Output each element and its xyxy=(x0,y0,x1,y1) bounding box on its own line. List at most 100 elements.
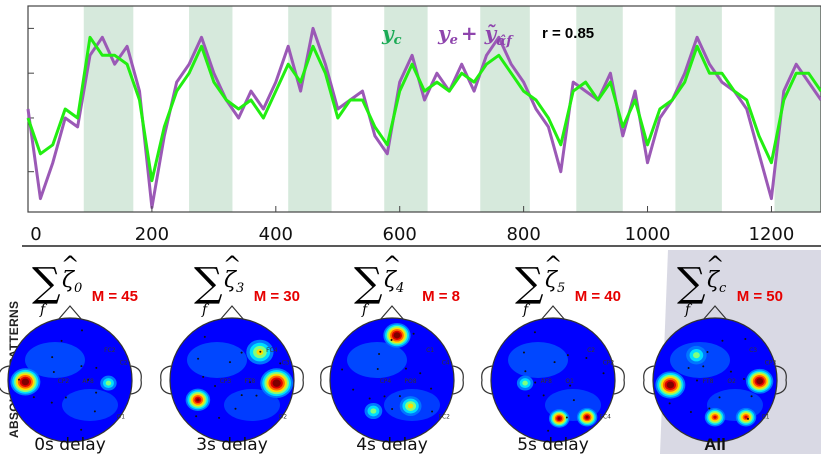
hotspot-0-level-7 xyxy=(274,381,279,385)
zeta-subscript: 4 xyxy=(395,281,404,296)
electrode-dot xyxy=(95,391,98,394)
electrode-dot xyxy=(668,402,671,405)
sum-symbol: ∑ xyxy=(32,260,61,306)
hotspot-1-level-7 xyxy=(757,379,762,383)
electrode-dot xyxy=(32,396,35,399)
m-label: M = 45 xyxy=(92,288,138,305)
legend-correlation: r = 0.85 xyxy=(542,25,594,42)
left-ear-outline xyxy=(0,365,10,395)
nose-outline xyxy=(540,305,566,321)
electrode-dot xyxy=(706,350,709,353)
electrode-dot xyxy=(240,351,243,354)
sum-symbol: ∑ xyxy=(677,260,706,306)
electrode-dot xyxy=(80,365,83,368)
electrode-label: FT8 xyxy=(703,378,714,385)
topomap-3s: ∑fζ^ 3 M = 30 FC4 C3 CP3 FT8 O2 3s delay xyxy=(160,253,304,454)
electrode-label: C4 xyxy=(442,360,450,367)
nose-outline xyxy=(219,305,245,321)
electrode-dot xyxy=(718,396,721,399)
left-ear-outline xyxy=(481,365,493,395)
electrode-label: FC2 xyxy=(104,347,116,354)
electrode-dot xyxy=(542,394,545,397)
hotspot-2-level-2 xyxy=(370,408,377,414)
zeta-subscript: 3 xyxy=(236,281,244,296)
head-outline xyxy=(329,317,455,443)
zeta-subscript: 5 xyxy=(557,281,565,296)
electrode-dot xyxy=(93,410,96,413)
electrode-dot xyxy=(431,410,434,413)
electrode-dot xyxy=(234,407,237,410)
electrode-label: CP3 xyxy=(220,378,232,385)
hotspot-4-level-2 xyxy=(692,352,700,359)
zeta-symbol: ζ xyxy=(384,268,398,293)
sum-symbol: ∑ xyxy=(194,260,223,306)
x-tick-labels: 0 200 400 600 800 1000 1200 xyxy=(27,206,794,245)
x-tick-label-400: 400 xyxy=(259,224,293,245)
electrode-label: AF8 xyxy=(82,378,94,385)
topomap-5s: ∑fζ^ 5 M = 40 C2 CP2 AF8 O1 FC4 5s delay xyxy=(481,253,625,454)
x-tick-label-1000: 1000 xyxy=(625,224,671,245)
topomap-all: ∑fζ^ c M = 50 C3 CP3 FT8 O2 C1 All xyxy=(643,253,787,454)
electrode-label: CP2 xyxy=(603,360,615,367)
shaded-interval-3 xyxy=(384,6,428,212)
electrode-dot xyxy=(255,394,258,397)
electrode-dot xyxy=(228,361,231,364)
electrode-dot xyxy=(419,372,422,375)
sum-subscript: f xyxy=(522,302,531,318)
electrode-label: CP2 xyxy=(58,378,70,385)
hotspot-1-level-2 xyxy=(105,380,112,386)
shaded-interval-1 xyxy=(189,6,233,212)
electrode-dot xyxy=(729,370,732,373)
legend-series1: yc xyxy=(381,21,402,48)
m-label: M = 30 xyxy=(254,288,300,305)
electrode-dot xyxy=(390,339,393,342)
scalp-map xyxy=(653,318,777,442)
electrode-dot xyxy=(522,351,525,354)
scalp-blob xyxy=(508,342,568,378)
nose-outline xyxy=(57,305,83,321)
electrode-label: FT8 xyxy=(244,378,255,385)
electrode-dot xyxy=(87,379,89,381)
scalp-blob xyxy=(62,389,118,421)
m-label: M = 8 xyxy=(422,288,460,305)
electrode-dot xyxy=(747,417,750,420)
zeta-symbol: ζ xyxy=(545,268,559,293)
zeta-symbol: ζ xyxy=(707,268,721,293)
electrode-dot xyxy=(50,401,53,404)
right-ear-outline xyxy=(775,365,787,395)
electrode-dot xyxy=(569,384,572,387)
electrode-dot xyxy=(744,338,747,341)
electrode-dot xyxy=(18,378,21,381)
electrode-dot xyxy=(533,331,536,334)
head-outline xyxy=(652,317,778,443)
series-line-green xyxy=(26,35,821,183)
head-outline xyxy=(7,317,133,443)
electrode-dot xyxy=(702,365,705,368)
right-ear-outline xyxy=(452,365,464,395)
electrode-dot xyxy=(248,381,251,384)
electrode-dot xyxy=(64,396,67,399)
scalp-blob xyxy=(25,342,85,378)
electrode-dot xyxy=(553,361,556,364)
x-tick-label-800: 800 xyxy=(506,224,540,245)
scalp-blob xyxy=(347,342,407,378)
electrode-dot xyxy=(708,407,711,410)
electrode-dot xyxy=(404,367,407,370)
sum-subscript: f xyxy=(39,302,48,318)
delay-label: 3s delay xyxy=(196,435,268,454)
right-ear-outline xyxy=(292,365,304,395)
electrode-dot xyxy=(376,367,379,370)
electrode-dot xyxy=(352,388,355,391)
electrode-dot xyxy=(742,378,745,381)
electrode-dot xyxy=(52,371,55,374)
zeta-symbol: ζ xyxy=(62,268,76,293)
electrode-dot xyxy=(218,416,221,419)
hotspot-3-level-5 xyxy=(744,415,748,419)
right-ear-outline xyxy=(613,365,625,395)
hotspot-2-level-5 xyxy=(713,415,717,419)
electrode-dot xyxy=(195,415,198,418)
electrode-dot xyxy=(534,381,537,384)
electrode-dot xyxy=(412,332,415,335)
left-ear-outline xyxy=(320,365,332,395)
